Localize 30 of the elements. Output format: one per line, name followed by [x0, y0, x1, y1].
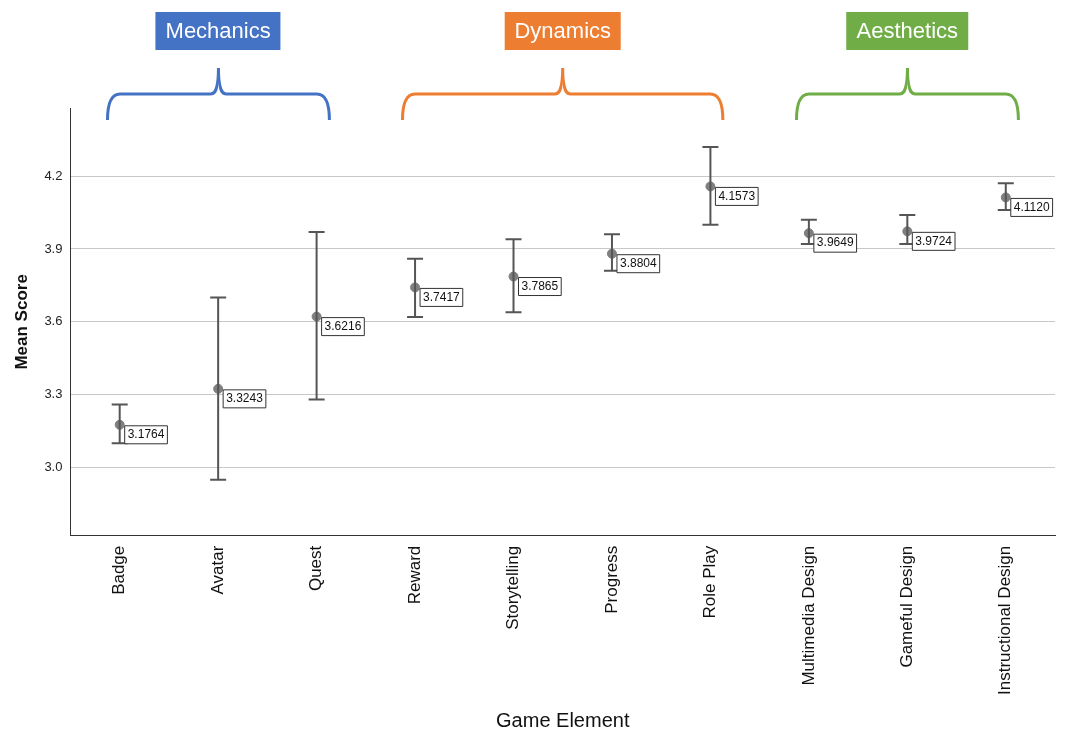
data-label: 4.1120: [1013, 199, 1050, 214]
x-tick-label: Reward: [404, 545, 424, 605]
y-tick-label: 3.9: [44, 240, 63, 256]
x-tick-label: Progress: [601, 545, 621, 614]
data-label: 3.1764: [127, 427, 165, 442]
text: Dynamics: [504, 12, 622, 50]
y-axis-title: Mean Score: [11, 274, 31, 370]
data-label: 4.1573: [718, 188, 756, 203]
y-tick-label: 3.6: [44, 313, 63, 329]
data-label: 3.8804: [619, 256, 657, 271]
x-tick-label: Instructional Design: [995, 545, 1015, 696]
data-label: 3.9649: [816, 235, 854, 250]
data-label: 3.7417: [423, 289, 461, 304]
data-label: 3.7865: [521, 278, 559, 293]
x-tick-label: Quest: [306, 545, 326, 592]
text: Mechanics: [155, 12, 281, 50]
y-tick-label: 4.2: [44, 167, 63, 183]
data-label: 3.3243: [226, 391, 264, 406]
y-tick-label: 3.3: [44, 386, 63, 402]
data-label: 3.6216: [324, 318, 362, 333]
x-tick-label: Gameful Design: [897, 545, 917, 668]
x-tick-label: Avatar: [207, 545, 227, 595]
text: Aesthetics: [846, 12, 969, 50]
x-axis-title: Game Element: [496, 708, 630, 731]
data-label: 3.9724: [915, 233, 953, 248]
x-tick-label: Role Play: [700, 545, 720, 619]
x-tick-label: Multimedia Design: [798, 545, 818, 686]
x-tick-label: Badge: [109, 545, 129, 595]
y-tick-label: 3.0: [44, 459, 63, 475]
x-tick-label: Storytelling: [503, 545, 523, 630]
